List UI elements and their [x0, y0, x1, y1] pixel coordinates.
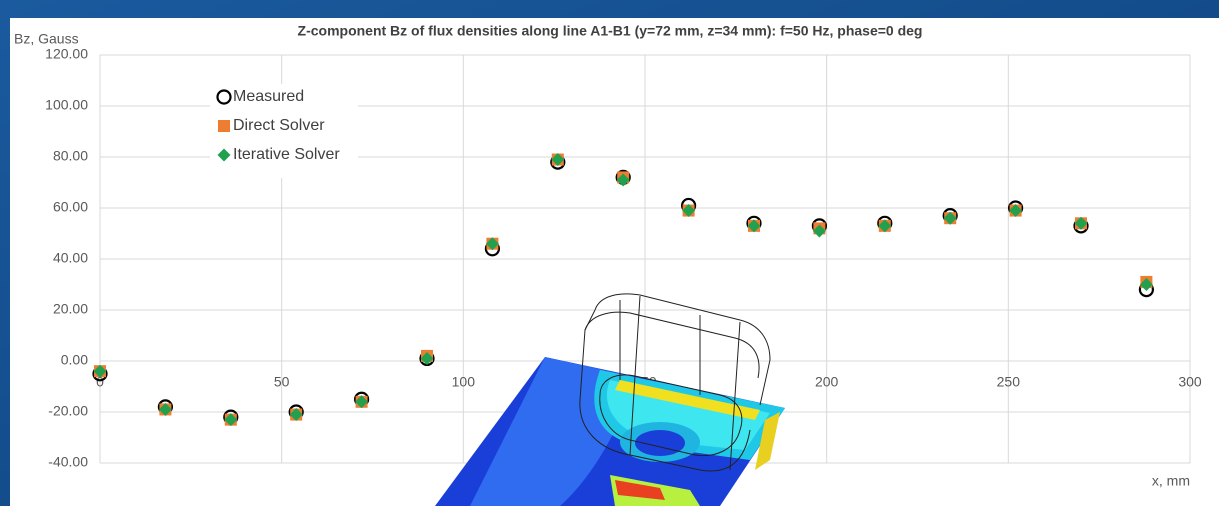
- y-axis-label: Bz, Gauss: [14, 31, 79, 47]
- marker: [218, 120, 230, 132]
- marks: [92, 153, 1155, 427]
- marker: [682, 204, 696, 218]
- marker: [158, 402, 172, 416]
- legend-label: Direct Solver: [233, 117, 325, 134]
- x-tick-label: 50: [274, 374, 290, 390]
- marker: [943, 211, 957, 225]
- marker: [878, 219, 892, 233]
- marker: [485, 237, 499, 251]
- marker: [355, 395, 369, 409]
- marker: [1074, 216, 1088, 230]
- y-tick-label: 80.00: [53, 148, 88, 164]
- y-tick-label: 0.00: [61, 352, 88, 368]
- marker: [420, 351, 434, 365]
- legend: Measured Direct Solver Iterative Solver: [210, 84, 358, 178]
- marker: [747, 219, 761, 233]
- y-tick-label: -40.00: [48, 454, 88, 470]
- x-tick-label: 100: [452, 374, 476, 390]
- legend-label: Iterative Solver: [233, 146, 340, 163]
- marker: [616, 173, 630, 187]
- marker: [812, 224, 826, 238]
- marker: [217, 148, 231, 162]
- x-axis-label: x, mm: [1152, 473, 1190, 489]
- y-tick-label: 20.00: [53, 301, 88, 317]
- x-tick-label: 300: [1178, 374, 1202, 390]
- marker: [289, 408, 303, 422]
- model-overlay: [435, 293, 785, 506]
- marker: [551, 153, 565, 167]
- y-tick-label: 120.00: [45, 46, 88, 62]
- marker: [224, 413, 238, 427]
- marker: [93, 364, 107, 378]
- y-tick-label: -20.00: [48, 403, 88, 419]
- legend-label: Measured: [233, 88, 304, 105]
- y-tick-label: 40.00: [53, 250, 88, 266]
- x-tick-label: 0: [96, 374, 104, 390]
- y-tick-label: 100.00: [45, 97, 88, 113]
- legend-box: [210, 84, 358, 178]
- marker: [1009, 204, 1023, 218]
- marker: [1139, 278, 1153, 291]
- x-tick-label: 250: [997, 374, 1021, 390]
- marker: [216, 89, 232, 105]
- y-tick-label: 60.00: [53, 199, 88, 215]
- x-tick-label: 200: [815, 374, 839, 390]
- chart-title: Z-component Bz of flux densities along l…: [298, 23, 923, 39]
